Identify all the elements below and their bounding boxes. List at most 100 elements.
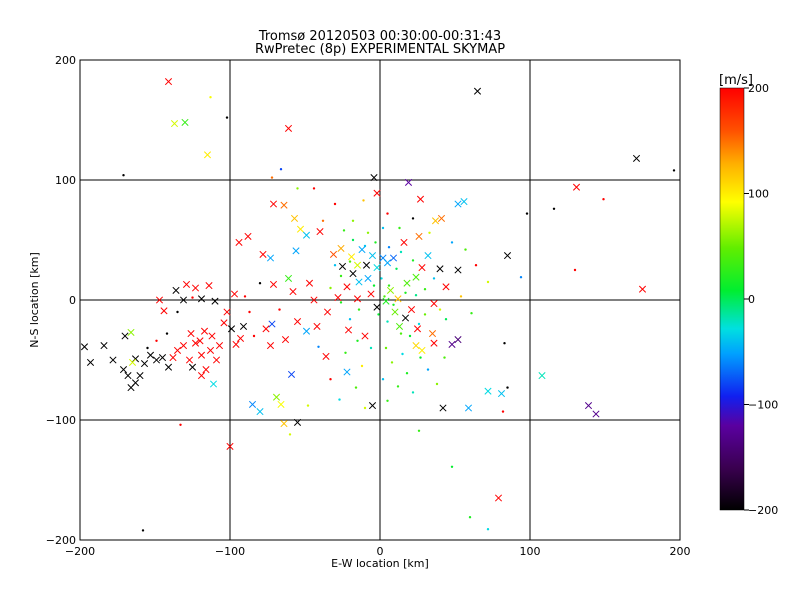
data-point-cross [293,318,302,326]
y-tick-label: 0 [69,294,76,307]
data-point-dot [329,378,332,381]
data-point-cross [158,354,167,362]
data-point-cross [572,183,581,191]
data-point-cross [383,259,392,267]
data-point-cross [494,494,503,502]
data-point-dot [369,346,373,350]
data-point-dot [486,528,490,531]
colorbar-tick-label: 200 [748,82,769,95]
grid-lines [80,60,680,540]
data-point-dot [317,345,320,348]
x-axis-ticks: −200 −100 0 100 200 [65,60,691,558]
data-point-cross [454,336,462,344]
data-point-cross [262,325,270,333]
x-tick-label: 100 [520,545,541,558]
data-point-cross [347,253,356,261]
y-tick-label: −200 [46,534,76,547]
data-point-dot [176,310,179,314]
data-point-dot [464,248,467,251]
data-point-dot [339,301,343,304]
data-point-cross [391,308,399,316]
data-point-dot [408,334,412,338]
data-point-cross [436,265,444,273]
data-point-dot [399,332,403,335]
data-point-dot [506,386,509,389]
data-point-dot [414,294,418,297]
data-point-dot [243,295,247,298]
data-point-dot [426,368,430,371]
data-point-cross [259,250,267,258]
data-point-cross [373,303,381,311]
data-point-cross [442,283,450,291]
data-point-cross [418,346,426,354]
data-point-cross [473,87,482,95]
data-point-dot [672,169,676,172]
data-point-cross [290,214,299,222]
data-point-cross [179,342,188,350]
data-point-dot [146,346,149,350]
data-point-cross [100,342,108,350]
colorbar-tick-label: 100 [748,188,769,201]
data-point-cross [188,363,197,371]
data-point-dot [329,286,332,290]
data-point-cross [269,280,278,288]
data-point-cross [205,282,213,290]
data-point-dot [357,308,361,311]
data-point-cross [239,322,248,330]
data-point-dot [279,168,283,171]
data-point-dot [258,282,262,285]
data-point-cross [191,339,200,347]
data-point-cross [197,351,206,359]
data-point-cross [208,332,216,340]
data-point-cross [413,325,422,333]
x-axis-label: E-W location [km] [331,557,429,570]
data-point-cross [280,420,288,428]
data-point-dot [395,267,398,270]
x-tick-label: 200 [670,545,691,558]
data-point-cross [202,366,210,374]
data-point-cross [497,390,506,398]
data-point-dot [372,284,376,287]
data-point-cross [172,286,180,294]
data-point-dot [363,244,367,248]
data-point-dot [396,385,400,388]
data-point-cross [454,266,462,274]
data-point-cross [395,322,404,330]
data-point-dot [392,303,395,306]
data-point-dot [432,277,436,280]
data-point-cross [127,328,135,336]
data-point-cross [353,261,362,269]
data-point-cross [185,356,194,364]
data-point-cross [632,154,641,162]
data-point-cross [382,297,390,305]
data-point-dot [411,259,415,262]
data-point-cross [394,295,402,303]
data-point-dot [342,229,346,232]
data-point-cross [337,244,345,252]
data-point-cross [428,330,437,338]
data-point-cross [289,288,297,296]
data-point-cross [448,340,456,348]
data-point-dot [366,231,370,234]
data-point-cross [277,400,285,408]
data-point-cross [200,327,209,335]
data-point-dot [288,433,292,436]
data-point-cross [407,306,416,314]
data-point-dot [179,423,182,426]
data-point-dot [503,342,506,345]
data-point-dot [360,364,364,368]
data-point-cross [230,290,239,298]
data-point-cross [284,124,293,132]
data-point-cross [416,195,425,203]
data-point-cross [389,254,398,262]
data-point-cross [310,296,318,304]
data-point-cross [358,246,366,254]
data-point-cross [302,327,311,335]
data-point-cross [281,336,290,344]
data-point-cross [329,250,338,258]
data-point-dot [423,288,427,291]
data-point-cross [86,358,95,366]
data-point-cross [169,354,177,362]
data-point-cross [418,264,426,272]
